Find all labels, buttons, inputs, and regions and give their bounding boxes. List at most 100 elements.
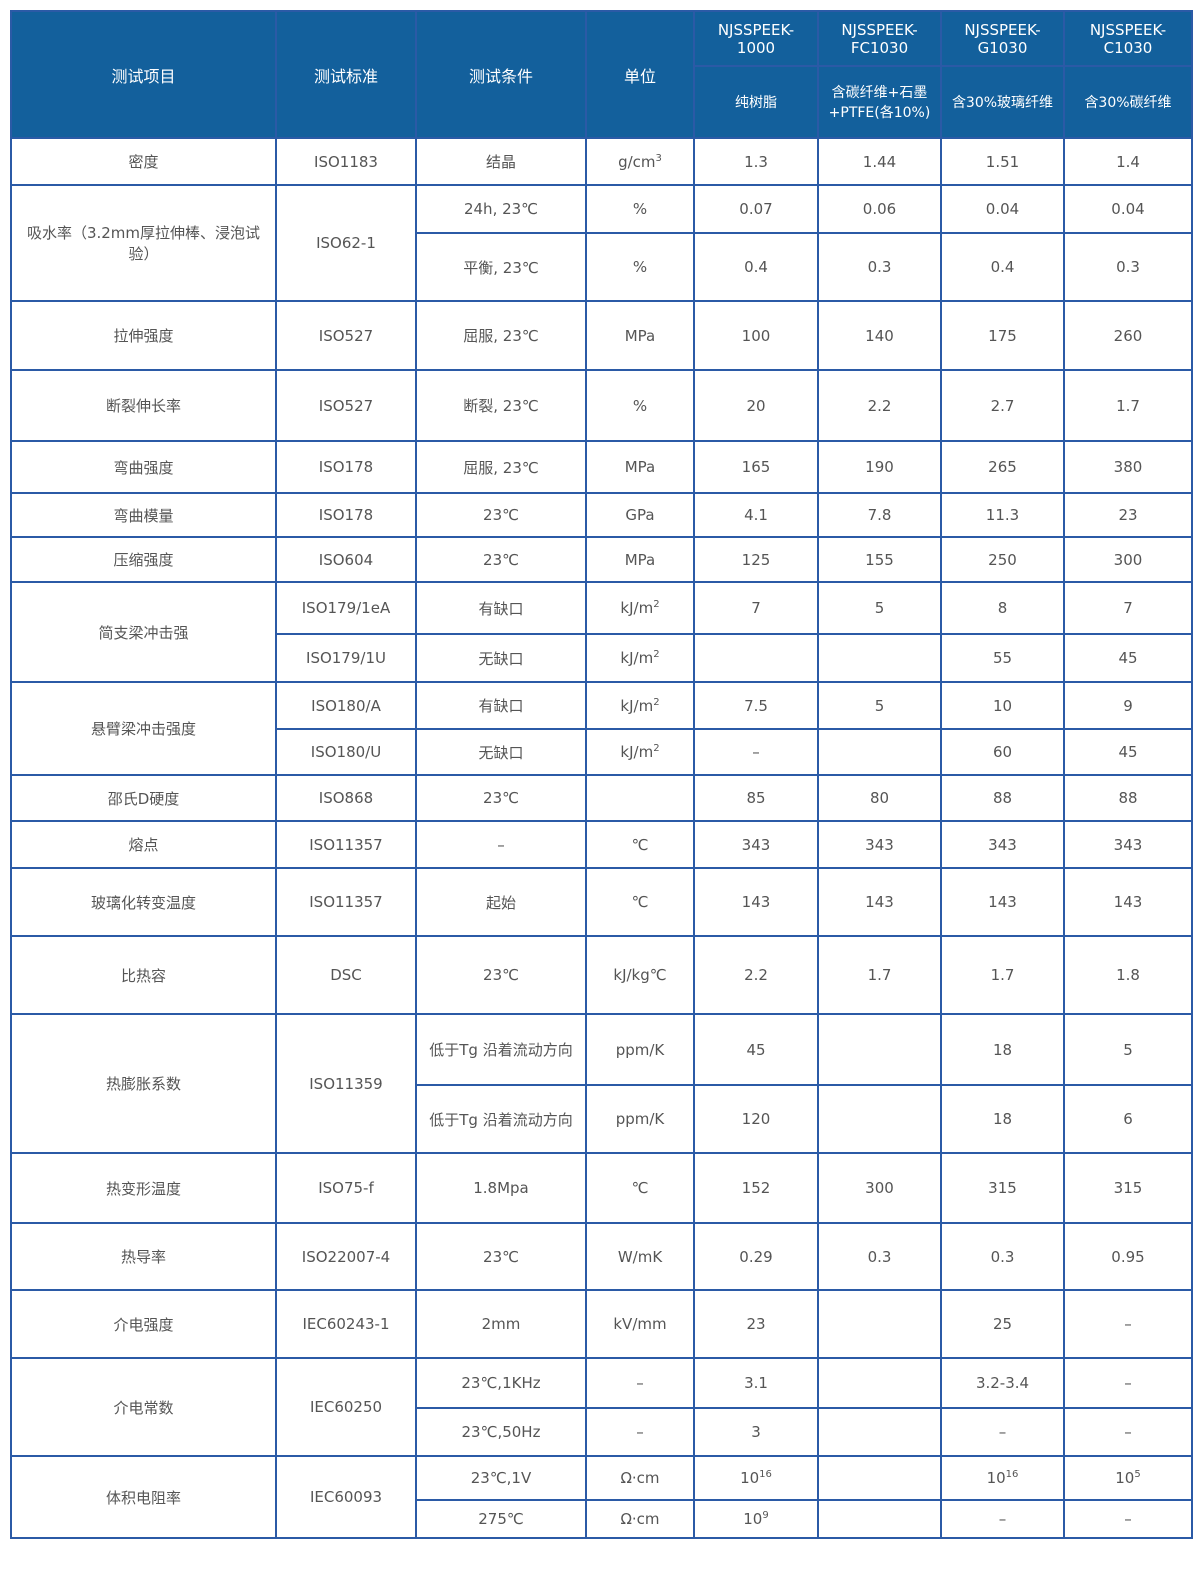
test-item: 简支梁冲击强 <box>10 581 277 683</box>
unit: MPa <box>585 440 695 494</box>
value-cell: 1.44 <box>817 137 942 186</box>
value-cell <box>817 1455 942 1501</box>
superscript: 2 <box>653 743 660 754</box>
value-cell: – <box>693 728 819 776</box>
value-cell: 125 <box>693 536 819 583</box>
value-cell: 0.04 <box>940 184 1065 234</box>
value-cell <box>817 1407 942 1457</box>
unit: % <box>585 232 695 302</box>
test-condition: 23℃,50Hz <box>415 1407 587 1457</box>
test-item: 拉伸强度 <box>10 300 277 371</box>
table-row: 介电常数 IEC60250 23℃,1KHz –3.1 3.2-3.4– <box>10 1357 1193 1457</box>
unit: MPa <box>585 536 695 583</box>
value-cell: 0.3 <box>940 1222 1065 1291</box>
value-cell: 18 <box>940 1084 1065 1154</box>
test-condition: 24h, 23℃ <box>415 184 587 234</box>
value-cell: – <box>1063 1289 1193 1359</box>
value-cell: 0.04 <box>1063 184 1193 234</box>
unit: – <box>585 1407 695 1457</box>
unit: % <box>585 184 695 234</box>
value-cell: 190 <box>817 440 942 494</box>
value-cell: 0.95 <box>1063 1222 1193 1291</box>
header-model-desc: 含碳纤维+石墨+PTFE(各10%) <box>817 65 942 139</box>
value-cell: 1016 <box>940 1455 1065 1501</box>
superscript: 2 <box>653 649 660 660</box>
unit: kJ/m2 <box>585 728 695 776</box>
value-cell: 0.07 <box>693 184 819 234</box>
value-cell: 265 <box>940 440 1065 494</box>
table-row: 邵氏D硬度 ISO868 23℃ 85 80 88 88 <box>10 774 1193 822</box>
value-cell: 45 <box>693 1013 819 1086</box>
value-cell: – <box>940 1499 1065 1539</box>
test-condition: – <box>415 820 587 869</box>
value-cell: 143 <box>940 867 1065 937</box>
cell-text: kJ/m <box>620 696 654 715</box>
test-item: 热膨胀系数 <box>10 1013 277 1154</box>
test-standard: ISO180/A <box>275 681 417 730</box>
test-item: 热导率 <box>10 1222 277 1291</box>
table-row: 悬臂梁冲击强度 ISO180/A 有缺口 kJ/m2 7.5 5 10 9 <box>10 681 1193 776</box>
test-condition: 平衡, 23℃ <box>415 232 587 302</box>
header-item: 测试项目 <box>10 10 277 139</box>
unit: Ω·cm <box>585 1499 695 1539</box>
superscript: 5 <box>1134 1469 1141 1480</box>
value-cell: 0.4 <box>940 232 1065 302</box>
test-item: 压缩强度 <box>10 536 277 583</box>
cell-text: kJ/m <box>620 599 654 617</box>
header-model-desc: 含30%玻璃纤维 <box>940 65 1065 139</box>
table-row: 吸水率（3.2mm厚拉伸棒、浸泡试验） ISO62-1 24h, 23℃% 0.07 0… <box>10 184 1193 302</box>
table-row: 热膨胀系数 ISO11359 低于Tg 沿着流动方向 ppm/K 45 18 5 <box>10 1013 1193 1154</box>
test-standard: ISO604 <box>275 536 417 583</box>
value-cell: 343 <box>940 820 1065 869</box>
value-cell: 1.8 <box>1063 935 1193 1015</box>
value-cell: 143 <box>1063 867 1193 937</box>
test-condition: 起始 <box>415 867 587 937</box>
table-row: 玻璃化转变温度 ISO11357 起始 ℃ 143 143 143 143 <box>10 867 1193 937</box>
test-item: 热变形温度 <box>10 1152 277 1224</box>
value-cell <box>817 1084 942 1154</box>
value-cell: 0.29 <box>693 1222 819 1291</box>
value-cell: 80 <box>817 774 942 822</box>
unit: % <box>585 369 695 442</box>
table-row: 平衡, 23℃% 0.4 0.3 0.4 0.3 <box>11 232 1193 302</box>
table-row: 压缩强度 ISO604 23℃ MPa 125 155 250 300 <box>10 536 1193 583</box>
test-standard: IEC60093 <box>275 1455 417 1539</box>
test-condition: 2mm <box>415 1289 587 1359</box>
test-standard: ISO180/U <box>275 728 417 776</box>
test-item: 玻璃化转变温度 <box>10 867 277 937</box>
value-cell: 100 <box>693 300 819 371</box>
value-cell: 315 <box>940 1152 1065 1224</box>
value-cell: 155 <box>817 536 942 583</box>
value-cell: 23 <box>1063 492 1193 538</box>
unit: g/cm3 <box>585 137 695 186</box>
header-condition: 测试条件 <box>415 10 587 139</box>
value-cell: 3.1 <box>693 1357 819 1409</box>
unit: ppm/K <box>585 1013 695 1086</box>
unit <box>585 774 695 822</box>
table-row: 密度 ISO1183 结晶 g/cm3 1.3 1.44 1.51 1.4 <box>10 137 1193 186</box>
unit: Ω·cm <box>585 1455 695 1501</box>
value-cell: 55 <box>940 633 1065 683</box>
value-cell: 0.3 <box>817 1222 942 1291</box>
value-cell: 25 <box>940 1289 1065 1359</box>
superscript: 16 <box>1005 1469 1019 1480</box>
unit: W/mK <box>585 1222 695 1291</box>
test-standard: ISO178 <box>275 492 417 538</box>
value-cell: 1016 <box>693 1455 819 1501</box>
value-cell: 5 <box>1063 1013 1193 1086</box>
value-cell <box>817 1499 942 1539</box>
table-row: 弯曲强度 ISO178 屈服, 23℃ MPa 165 190 265 380 <box>10 440 1193 494</box>
cell-text: g/cm <box>618 152 656 171</box>
value-cell: 45 <box>1063 728 1193 776</box>
test-item: 密度 <box>10 137 277 186</box>
unit: ℃ <box>585 820 695 869</box>
value-cell: 1.7 <box>1063 369 1193 442</box>
value-cell: 175 <box>940 300 1065 371</box>
test-item: 悬臂梁冲击强度 <box>10 681 277 776</box>
test-standard: ISO178 <box>275 440 417 494</box>
value-cell: 11.3 <box>940 492 1065 538</box>
value-cell <box>817 728 942 776</box>
test-item: 介电常数 <box>10 1357 277 1457</box>
value-cell: – <box>1063 1407 1193 1457</box>
header-standard: 测试标准 <box>275 10 417 139</box>
